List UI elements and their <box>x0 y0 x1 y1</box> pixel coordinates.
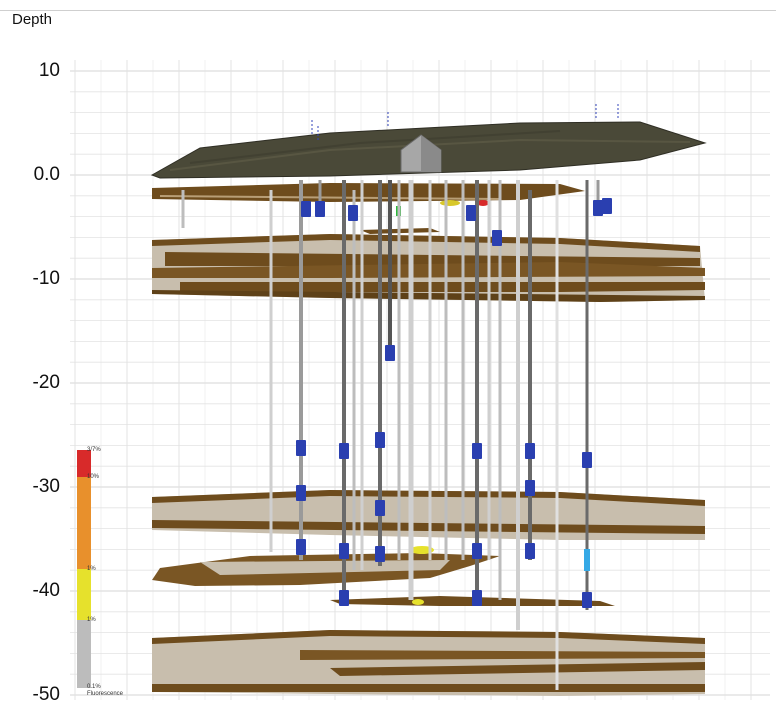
sample-marker <box>315 201 325 217</box>
sample-marker <box>375 546 385 562</box>
layer-shallow <box>152 183 585 234</box>
layer-deep <box>152 630 705 696</box>
sample-marker <box>339 543 349 559</box>
sample-marker <box>375 500 385 516</box>
depth-tick-label: 10 <box>38 60 60 81</box>
legend-label-mid: 1% <box>87 566 96 572</box>
depth-tick-label: -20 <box>32 372 60 393</box>
fluorescence-legend <box>77 450 91 688</box>
sample-marker <box>301 201 311 217</box>
sample-marker <box>472 543 482 559</box>
legend-label-max: 3/7% <box>87 447 101 453</box>
sample-marker <box>472 443 482 459</box>
sample-marker <box>525 480 535 496</box>
top-rule <box>0 10 776 11</box>
boreholes <box>181 104 619 690</box>
depth-tick-label: -40 <box>32 580 60 601</box>
building-icon <box>400 134 442 173</box>
legend-title: Fluorescence <box>87 691 124 697</box>
sample-marker <box>339 590 349 606</box>
sample-marker <box>593 200 603 216</box>
legend-label-min: 0.1% <box>87 684 101 690</box>
sample-marker <box>602 198 612 214</box>
sample-marker <box>339 443 349 459</box>
depth-tick-label: -50 <box>32 684 60 705</box>
sample-marker <box>582 452 592 468</box>
sample-marker <box>296 539 306 555</box>
depth-tick-label: -30 <box>32 476 60 497</box>
sample-marker <box>296 440 306 456</box>
sample-marker <box>525 443 535 459</box>
sample-marker <box>472 590 482 606</box>
sample-marker <box>582 592 592 608</box>
sample-marker <box>296 485 306 501</box>
sample-marker <box>525 543 535 559</box>
legend-label-high: 10% <box>87 474 100 480</box>
depth-tick-label: -10 <box>32 268 60 289</box>
depth-axis-title: Depth <box>12 11 53 28</box>
sample-marker <box>385 345 395 361</box>
legend-label-low: 1% <box>87 617 96 623</box>
sample-marker-light <box>584 549 590 571</box>
depth-tick-label: 0.0 <box>33 164 60 185</box>
sample-marker <box>375 432 385 448</box>
sample-marker <box>348 205 358 221</box>
sample-marker <box>492 230 502 246</box>
sample-marker <box>466 205 476 221</box>
